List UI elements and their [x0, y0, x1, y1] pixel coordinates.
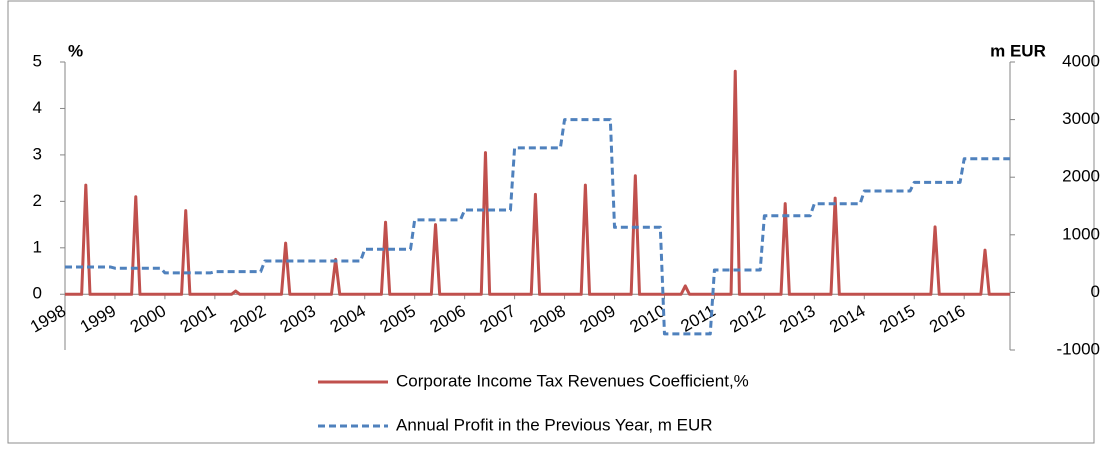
x-tick-label: 1998	[27, 301, 69, 336]
x-tick-label: 2011	[678, 301, 719, 336]
y-tick-label: 3	[33, 144, 42, 163]
y2-tick-label: 1000	[1062, 224, 1100, 243]
y2-tick-label: -1000	[1057, 339, 1100, 358]
chart-border	[7, 0, 1095, 444]
y2-tick-label: 0	[1091, 282, 1100, 301]
x-tick-label: 2007	[477, 301, 519, 336]
x-tick-label: 2010	[626, 301, 668, 336]
x-tick-label: 1999	[77, 301, 119, 336]
y-tick-label: 5	[33, 51, 42, 70]
x-tick-label: 2015	[876, 301, 918, 336]
series-line	[65, 69, 1010, 296]
y-tick-label: 4	[33, 98, 42, 117]
x-tick-label: 2000	[127, 301, 169, 336]
y2-tick-label: 3000	[1062, 109, 1100, 128]
y-tick-label: 2	[33, 191, 42, 210]
x-tick-label: 2006	[427, 301, 469, 336]
x-tick-label: 2013	[776, 301, 818, 336]
x-tick-label: 2009	[576, 301, 618, 336]
y-tick-label: 0	[33, 284, 42, 303]
x-tick-label: 2002	[227, 301, 269, 336]
x-tick-label: 2005	[377, 301, 419, 336]
x-tick-label: 2016	[926, 301, 968, 336]
legend-label: Annual Profit in the Previous Year, m EU…	[396, 415, 713, 434]
y-axis-title: %	[68, 41, 83, 60]
x-tick-label: 2003	[277, 301, 319, 336]
x-tick-label: 2004	[327, 301, 369, 336]
y2-tick-label: 2000	[1062, 167, 1100, 186]
x-tick-label: 2012	[726, 301, 768, 336]
series-line	[65, 118, 1010, 336]
y2-tick-label: 4000	[1062, 51, 1100, 70]
y2-axis-title: m EUR	[990, 41, 1046, 60]
x-tick-label: 2008	[527, 301, 569, 336]
legend-label: Corporate Income Tax Revenues Coefficien…	[396, 371, 749, 390]
x-tick-label: 2014	[826, 301, 868, 336]
x-tick-label: 2001	[177, 301, 219, 336]
y-tick-label: 1	[33, 237, 42, 256]
